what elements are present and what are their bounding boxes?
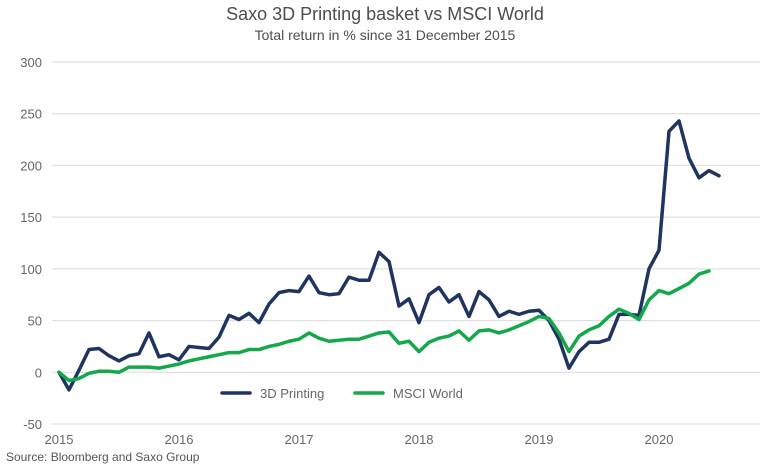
series-lines	[57, 119, 721, 392]
x-tick-label: 2016	[165, 432, 194, 447]
legend-label: 3D Printing	[260, 386, 324, 401]
legend-label: MSCI World	[393, 386, 463, 401]
source-note: Source: Bloomberg and Saxo Group	[6, 450, 200, 464]
y-axis-ticks: -50 0 50 100 150 200 250 300	[20, 55, 42, 432]
x-tick-label: 2017	[285, 432, 314, 447]
y-tick-label: 250	[20, 107, 42, 122]
gridlines	[52, 61, 760, 425]
x-tick-label: 2018	[405, 432, 434, 447]
y-tick-label: 100	[20, 262, 42, 277]
x-tick-label: 2015	[45, 432, 74, 447]
x-axis-ticks: 2015 2016 2017 2018 2019 2020	[45, 432, 674, 447]
x-tick-label: 2019	[525, 432, 554, 447]
chart-subtitle: Total return in % since 31 December 2015	[254, 27, 516, 43]
y-tick-label: 300	[20, 55, 42, 70]
y-tick-label: -50	[23, 417, 42, 432]
series-line-msci-world	[57, 269, 711, 383]
y-tick-label: 50	[28, 314, 42, 329]
y-tick-label: 200	[20, 158, 42, 173]
x-tick-label: 2020	[645, 432, 674, 447]
series-line-3d-printing	[57, 119, 721, 392]
y-tick-label: 150	[20, 210, 42, 225]
chart-title: Saxo 3D Printing basket vs MSCI World	[226, 4, 544, 24]
legend: 3D Printing MSCI World	[220, 386, 463, 401]
y-tick-label: 0	[35, 365, 42, 380]
